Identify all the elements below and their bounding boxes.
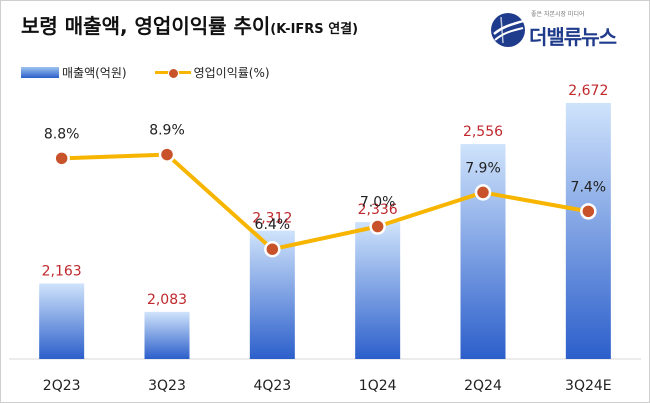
bar-2Q24 — [460, 144, 506, 359]
legend-line-label: 영업이익률(%) — [193, 66, 270, 80]
bar-1Q24 — [355, 222, 401, 359]
bar-3Q24E — [565, 102, 611, 359]
x-tick-label: 3Q23 — [148, 378, 186, 394]
globe-logo-icon — [491, 13, 525, 47]
x-tick-label: 4Q23 — [253, 378, 291, 394]
bar-2Q23 — [39, 283, 85, 359]
bar-value-label: 2,672 — [568, 83, 608, 99]
chart-subtitle: (K-IFRS 연결) — [270, 22, 359, 37]
x-tick-label: 1Q24 — [359, 378, 397, 394]
margin-line — [61, 152, 589, 252]
line-value-label: 8.9% — [149, 123, 185, 139]
line-value-label: 6.4% — [255, 217, 291, 233]
chart-title: 보령 매출액, 영업이익률 추이(K-IFRS 연결) — [21, 10, 358, 39]
line-value-label: 7.9% — [465, 160, 501, 176]
legend-bar-label: 매출액(억원) — [62, 66, 127, 80]
line-value-label: 7.4% — [571, 179, 607, 195]
x-tick-label: 2Q23 — [43, 378, 81, 394]
bar-value-label: 2,083 — [147, 292, 187, 308]
logo-tagline: 좋은 자본시장 미디어 — [531, 11, 585, 18]
bar-3Q23 — [144, 311, 190, 359]
x-tick-label: 3Q24E — [565, 378, 612, 394]
bar-value-label: 2,163 — [42, 263, 82, 279]
x-tick-label: 2Q24 — [464, 378, 502, 394]
brand-logo: 좋은 자본시장 미디어 더밸류뉴스 — [489, 9, 639, 53]
line-point-4Q23 — [264, 240, 281, 258]
line-point-1Q24 — [369, 218, 386, 235]
line-point-3Q23 — [158, 146, 176, 163]
chart-title-text: 보령 매출액, 영업이익률 추이 — [21, 14, 271, 38]
line-point-3Q24E — [580, 203, 597, 220]
line-point-2Q23 — [53, 150, 70, 167]
line-value-label: 8.8% — [44, 126, 80, 142]
bar-value-label: 2,336 — [358, 202, 398, 218]
legend-line-swatch — [154, 67, 191, 79]
bar-value-label: 2,556 — [463, 124, 503, 140]
bar-value-label: 2,312 — [252, 211, 292, 227]
chart-legend: 매출액(억원) 영업이익률(%) — [21, 64, 270, 81]
logo-name: 더밸류뉴스 — [529, 25, 617, 49]
legend-bar-swatch — [21, 67, 59, 78]
line-point-2Q24 — [474, 184, 492, 201]
line-value-label: 7.0% — [360, 195, 396, 211]
